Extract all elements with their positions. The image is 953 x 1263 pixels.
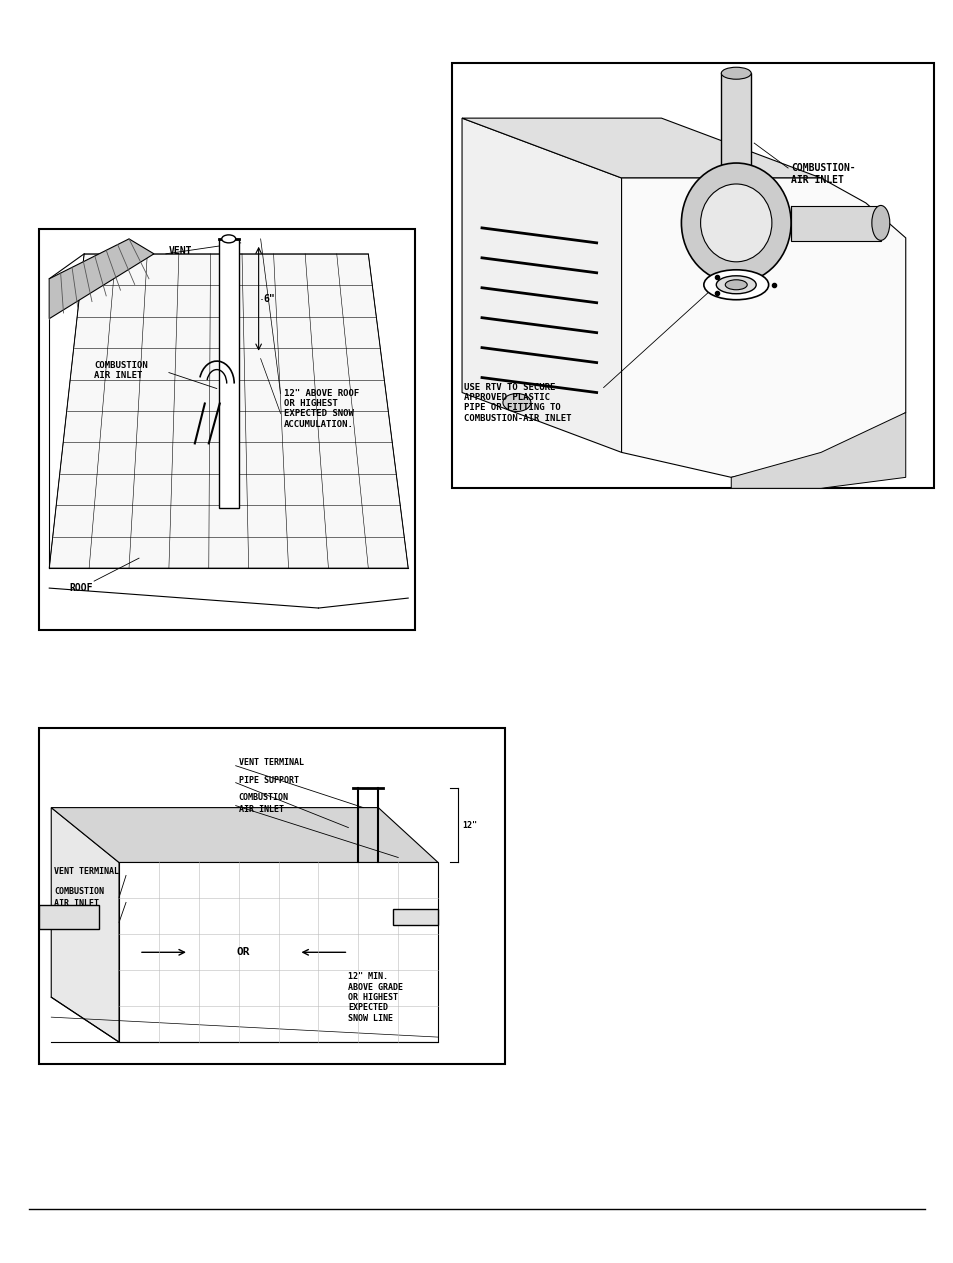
Bar [452,63,933,489]
Text: 12" ABOVE ROOF
OR HIGHEST
EXPECTED SNOW
ACCUMULATION.: 12" ABOVE ROOF OR HIGHEST EXPECTED SNOW … [283,389,358,428]
Ellipse shape [502,394,530,412]
Ellipse shape [720,67,750,80]
Text: COMBUSTION: COMBUSTION [238,793,289,802]
Text: AIR INLET: AIR INLET [238,805,283,813]
Bar [720,73,750,193]
Text: USE RTV TO SECURE
APPROVED PLASTIC
PIPE OR FITTING TO
COMBUSTION-AIR INLET: USE RTV TO SECURE APPROVED PLASTIC PIPE … [463,383,571,423]
Text: ROOF: ROOF [70,584,92,594]
Polygon shape [119,863,437,1042]
Polygon shape [621,178,904,477]
Bar [39,727,504,1063]
Ellipse shape [680,163,790,283]
Bar [218,239,238,508]
Ellipse shape [720,187,750,200]
Bar [39,906,99,930]
Polygon shape [50,239,153,318]
Bar [790,206,880,241]
Text: 12": 12" [461,821,476,830]
Polygon shape [461,119,621,452]
Text: VENT: VENT [169,246,193,256]
Text: COMBUSTION-
AIR INLET: COMBUSTION- AIR INLET [790,163,855,184]
Text: PIPE SUPPORT: PIPE SUPPORT [238,775,298,784]
Text: COMBUSTION
AIR INLET: COMBUSTION AIR INLET [94,361,148,380]
Text: VENT TERMINAL: VENT TERMINAL [54,868,119,877]
Ellipse shape [700,184,771,261]
Ellipse shape [716,275,756,294]
Text: VENT TERMINAL: VENT TERMINAL [238,758,303,767]
Polygon shape [731,413,904,489]
Text: 12" MIN.
ABOVE GRADE
OR HIGHEST
EXPECTED
SNOW LINE: 12" MIN. ABOVE GRADE OR HIGHEST EXPECTED… [348,973,403,1023]
Ellipse shape [724,280,746,289]
Polygon shape [51,807,119,1042]
Ellipse shape [703,270,768,299]
Bar [393,909,437,926]
Polygon shape [461,119,821,178]
Ellipse shape [871,206,889,240]
Text: 6": 6" [263,294,275,303]
Ellipse shape [221,235,235,242]
Text: COMBUSTION: COMBUSTION [54,888,104,897]
Polygon shape [51,807,437,863]
Polygon shape [50,254,408,568]
Text: OR: OR [236,947,251,957]
Text: AIR INLET: AIR INLET [54,899,99,908]
Bar [39,229,415,630]
